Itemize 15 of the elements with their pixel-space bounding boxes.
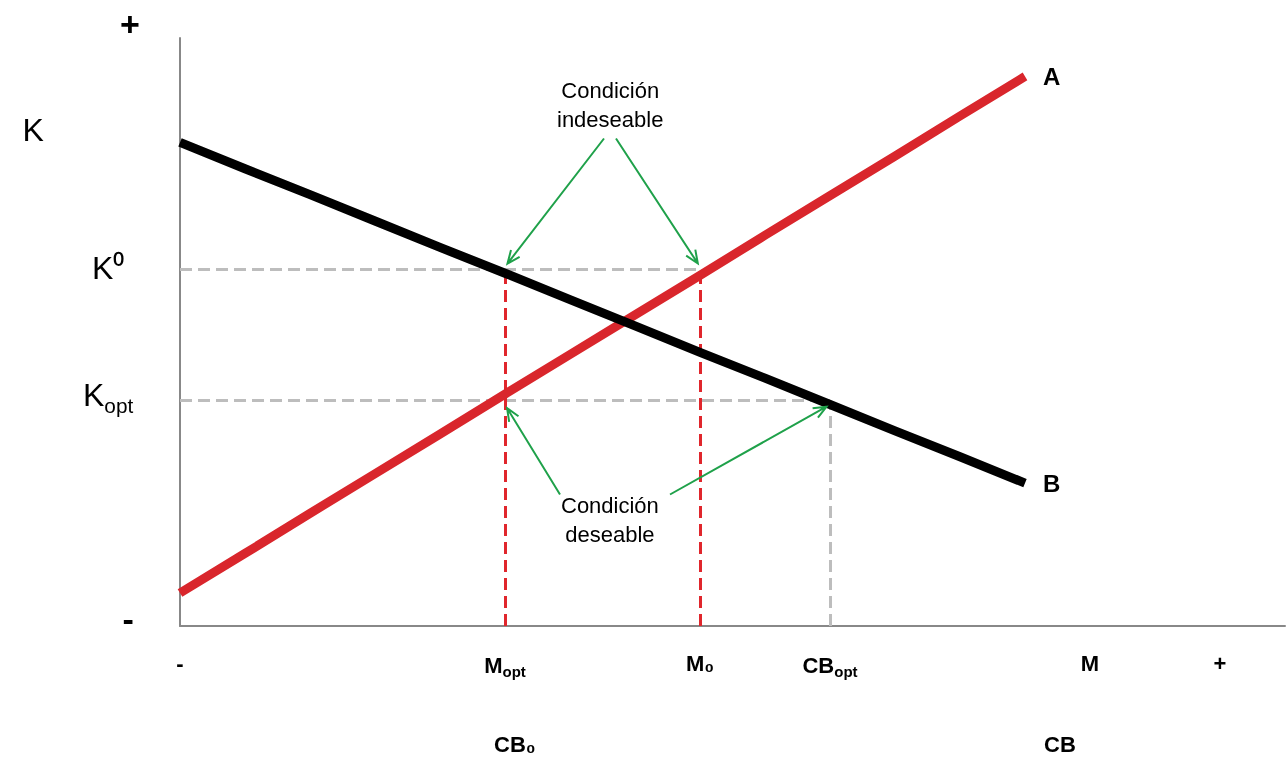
x-tick-label: M	[1080, 650, 1100, 676]
annotation: Condición indeseable	[557, 75, 664, 135]
text: CB	[1044, 730, 1076, 760]
text: +	[120, 2, 140, 48]
x-tick-label: M₀	[685, 650, 715, 676]
series-label: B	[1043, 469, 1061, 497]
series-label: A	[1043, 62, 1061, 90]
text: CB₀	[494, 730, 536, 760]
text: K	[22, 108, 44, 152]
x-tick-label: +	[1213, 650, 1227, 676]
text: -	[122, 597, 134, 643]
x-tick-label: -	[176, 650, 184, 676]
annotation: Condición deseable	[561, 490, 659, 550]
ref-line-label: K⁰	[92, 247, 125, 291]
ref-line-label: K$_{opt}$	[83, 373, 134, 428]
